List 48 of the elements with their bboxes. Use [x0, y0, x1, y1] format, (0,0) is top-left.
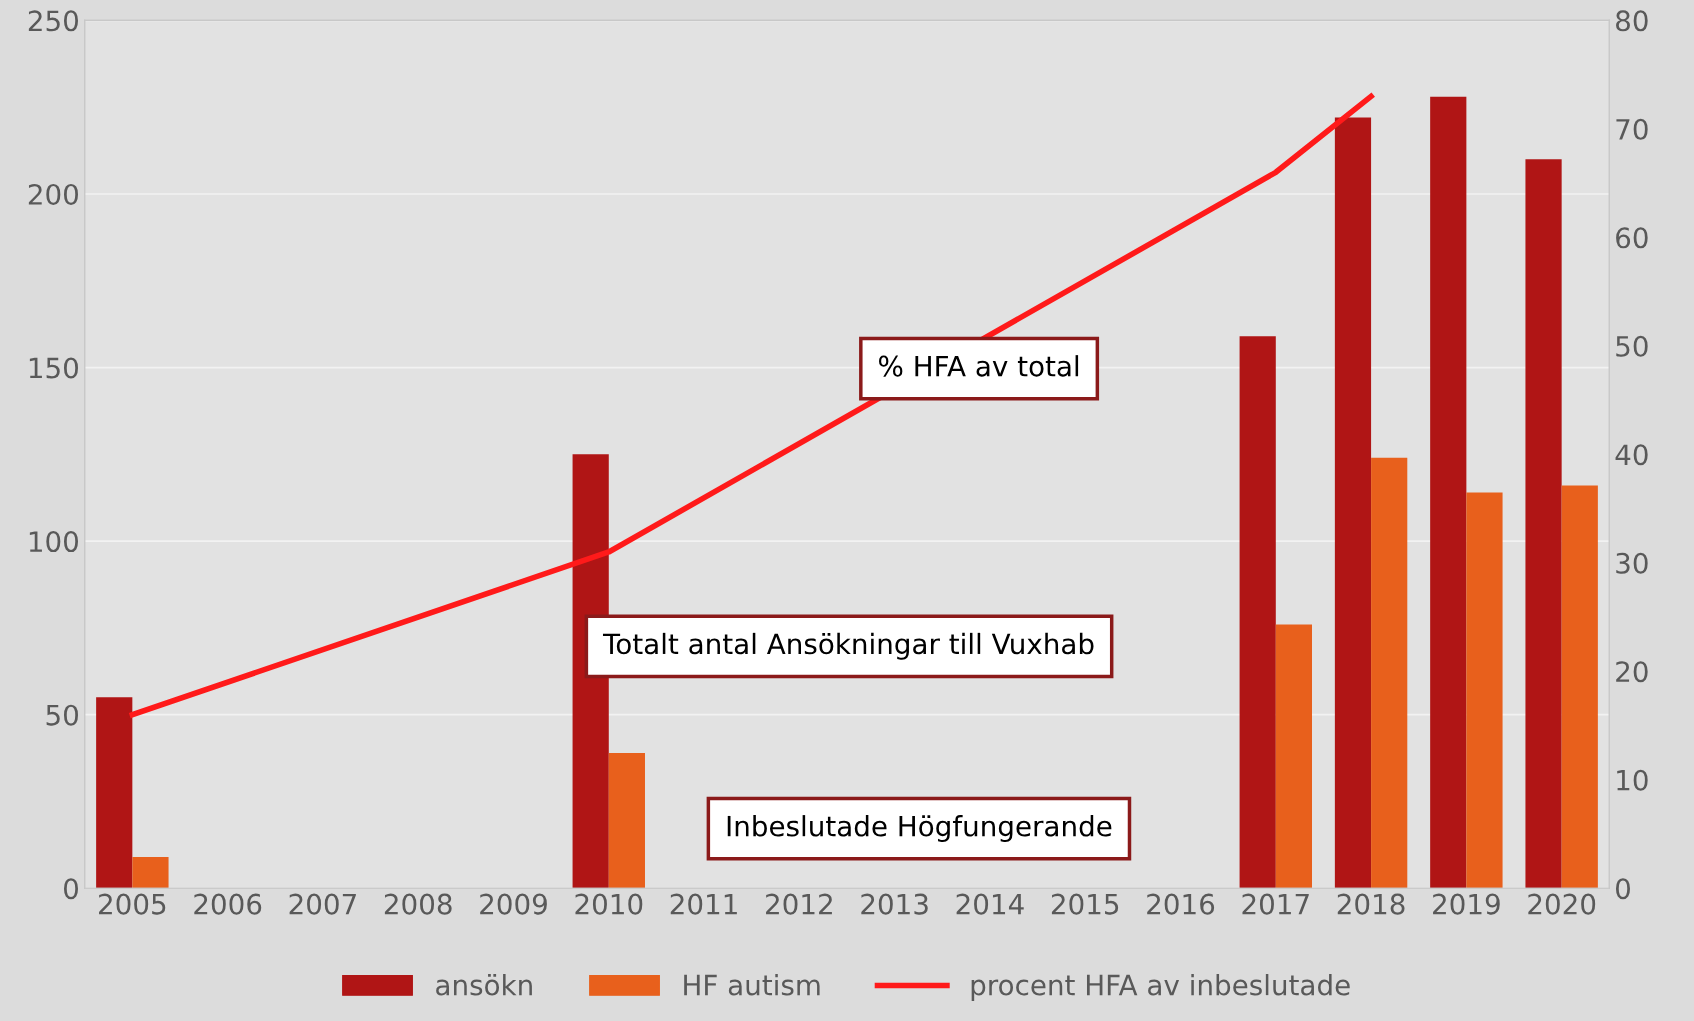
x-tick-label: 2015 [1051, 893, 1119, 915]
y2-tick-label: 10 [1617, 769, 1648, 791]
x-tick-label: 2007 [289, 893, 356, 915]
y-tick-label: 0 [64, 878, 78, 900]
y-tick-label: 150 [29, 357, 78, 379]
y2-tick-label: 30 [1616, 552, 1648, 574]
x-tick-label: 2005 [99, 893, 166, 915]
bar [608, 752, 645, 889]
y2-tick-label: 70 [1616, 118, 1648, 140]
bar [96, 697, 133, 889]
annotation: Totalt antal Ansökningar till Vuxhab [602, 632, 1094, 660]
x-tick-label: 2009 [480, 893, 547, 915]
bar [1371, 457, 1408, 889]
x-tick-label: 2006 [194, 893, 262, 915]
y2-tick-label: 20 [1616, 661, 1648, 683]
y-tick-label: 250 [28, 10, 78, 32]
x-tick-label: 2008 [384, 893, 452, 915]
x-tick-label: 2014 [956, 893, 1024, 915]
y2-tick-label: 0 [1615, 878, 1630, 900]
x-tick-label: 2012 [766, 893, 832, 915]
bar [1275, 624, 1312, 889]
legend-label: procent HFA av inbeslutade [971, 974, 1350, 1001]
bar [1561, 485, 1598, 889]
y-tick-label: 200 [28, 183, 78, 205]
legend-label: ansökn [436, 974, 532, 996]
legend-label: HF autism [684, 974, 820, 996]
x-tick-label: 2020 [1528, 893, 1596, 915]
bar [1525, 159, 1562, 889]
annotation: % HFA av total [879, 355, 1079, 377]
y2-tick-label: 50 [1616, 335, 1648, 357]
bar [1466, 492, 1503, 889]
x-tick-label: 2013 [861, 893, 928, 915]
x-tick-label: 2019 [1433, 893, 1500, 915]
x-tick-label: 2018 [1337, 893, 1405, 915]
y-tick-label: 100 [29, 531, 78, 553]
y-tick-label: 50 [46, 704, 78, 726]
bar [1334, 117, 1372, 889]
x-tick-label: 2016 [1147, 893, 1215, 915]
bar [1430, 96, 1467, 889]
annotation: Inbeslutade Högfungerande [727, 815, 1112, 842]
x-tick-label: 2010 [575, 893, 643, 915]
bar [132, 857, 169, 889]
x-tick-label: 2011 [670, 893, 737, 915]
y2-tick-label: 40 [1615, 444, 1648, 466]
x-tick-label: 2017 [1242, 893, 1309, 915]
y2-tick-label: 80 [1616, 10, 1648, 32]
bar [1239, 336, 1276, 889]
y2-tick-label: 60 [1616, 227, 1648, 249]
